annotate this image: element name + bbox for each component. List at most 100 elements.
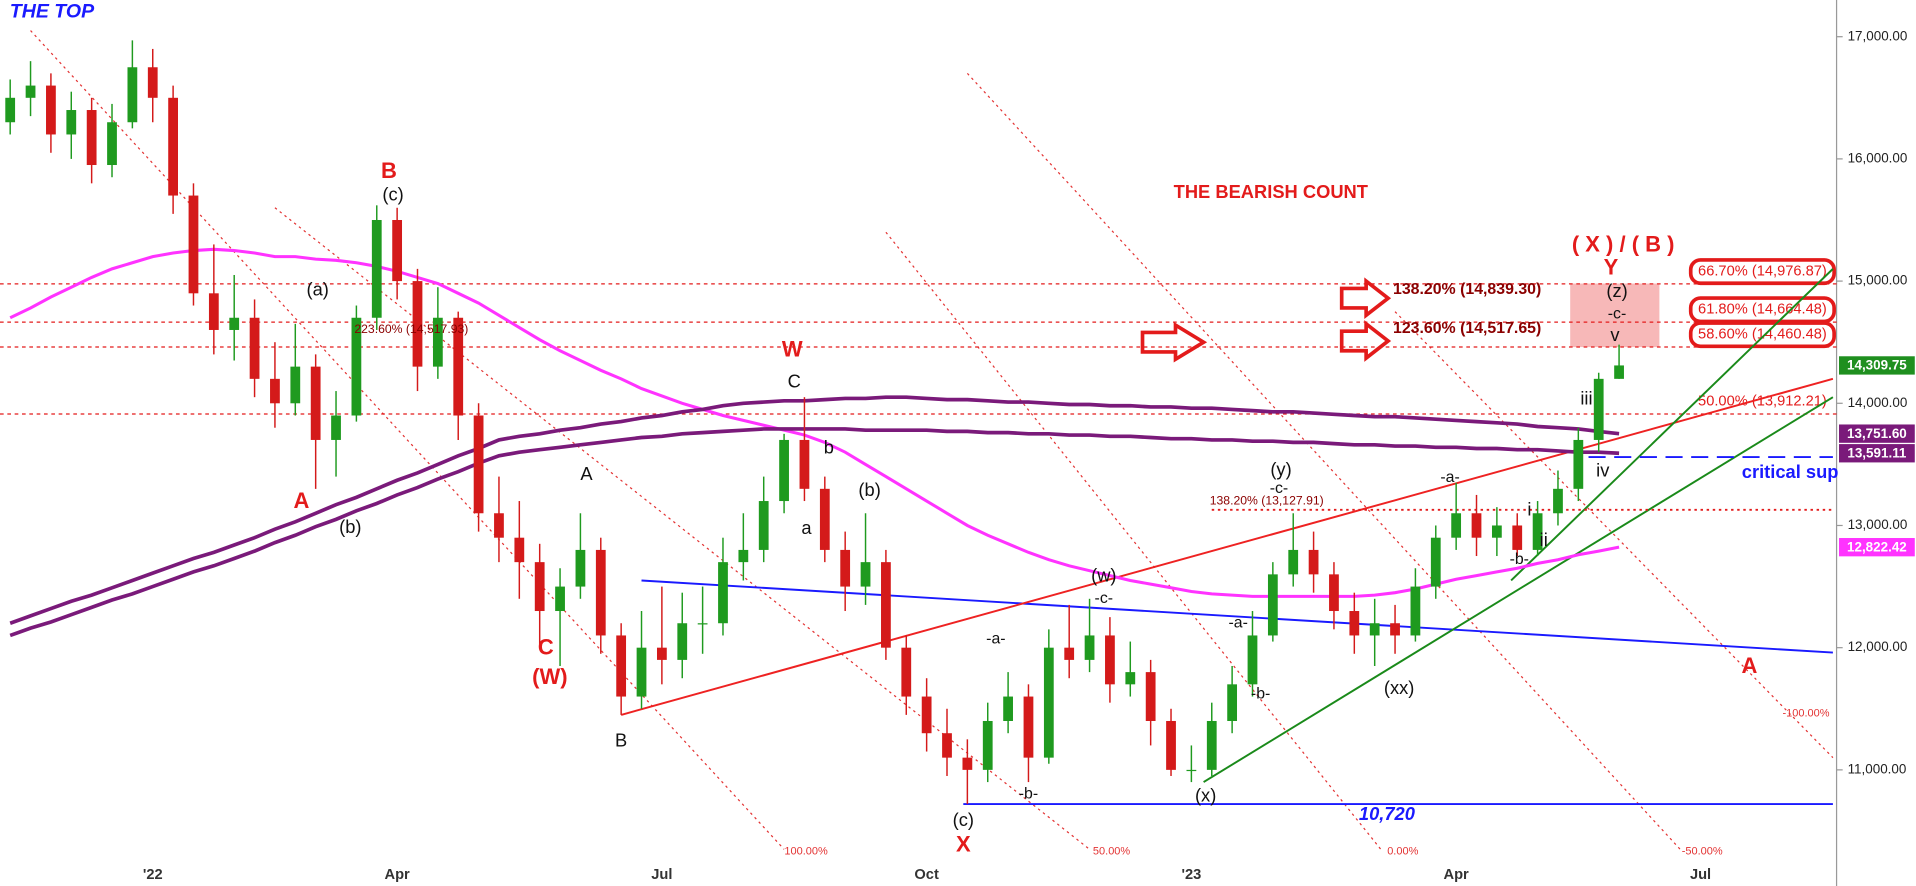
candle-body [147,67,158,98]
candle-body [881,562,891,648]
x-tick-label: Apr [385,867,411,883]
x-tick-label: Jul [651,867,672,883]
fib-note: 138.20% (13,127.91) [1210,493,1324,507]
wave-label: (y) [1270,458,1291,479]
candle-body [1430,537,1441,587]
wave-label: Y [1604,255,1619,280]
wave-label: (w) [1091,565,1116,586]
last-value-label: 14,309.75 [1847,358,1907,373]
candle-body [595,549,606,636]
wave-label: ii [1540,529,1548,550]
fib-label: 66.70% (14,976.87) [1698,264,1827,280]
arrow [1339,320,1392,362]
candle-body [1451,513,1462,538]
wave-label: B [381,158,397,183]
wave-label: C [788,370,801,391]
candle-body [46,85,56,135]
wave-label: (x) [1195,785,1216,806]
candle-body [1288,549,1299,575]
y-tick-label: 12,000.00 [1848,639,1908,654]
x-tick-label: Oct [914,867,939,883]
candle-body [1125,672,1136,685]
candle-body [1329,574,1339,612]
chart-subtitle: THE BEARISH COUNT [1174,181,1368,202]
last-value-label: 12,822.42 [1847,539,1907,554]
wave-label: (z) [1606,280,1627,301]
candle-body [1186,769,1197,772]
candle-body [738,549,749,563]
wave-label: 10,720 [1359,803,1415,824]
wave-label: -a- [986,630,1005,647]
candle-body [249,317,260,379]
fib-note: 223.60% (14,517.93) [354,322,468,336]
candle-body [432,317,443,367]
target-zone [1570,283,1660,348]
y-tick-label: 14,000.00 [1848,395,1908,410]
candle-body [1247,635,1258,685]
candle-body [1206,720,1217,770]
channel-line [274,207,1090,850]
last-value-box [1839,538,1915,557]
candle-body [1267,574,1278,636]
candle-body [616,635,627,697]
wave-label: -c- [1095,590,1114,607]
wave-label: critical sup [1742,461,1839,482]
x-tick-label: '23 [1181,867,1201,883]
candle-body [942,733,952,758]
candle-body [677,623,688,660]
wave-label: (c) [953,809,974,830]
channel-label: 100.00% [784,846,828,858]
candle-body [1471,513,1482,538]
candle-body [127,67,138,123]
wave-label: (W) [532,664,567,689]
candle-body [1369,623,1380,636]
y-tick-label: 17,000.00 [1848,28,1908,43]
candle-body [1410,586,1421,636]
wave-label: A [580,463,593,484]
fib-box [1688,321,1836,349]
candle-body [1532,513,1543,550]
candle-body [168,97,178,196]
candle-body [534,562,545,612]
wave-label: (b) [858,479,880,500]
candle-body [1573,439,1584,489]
y-tick-label: 16,000.00 [1848,150,1908,165]
trend-line [1203,396,1834,783]
candle-body [636,647,647,697]
candle-body [1390,623,1400,636]
chart-title: THE TOP [10,0,95,22]
wave-label: b [824,436,834,457]
candle-body [982,720,993,770]
candle-body [107,122,117,166]
candle-body [555,586,565,612]
candle-body [188,195,199,294]
candle-body [1553,488,1563,514]
candle-body [575,549,586,587]
y-tick-label: 13,000.00 [1848,517,1908,532]
candle-body [392,219,403,282]
wave-label: -b- [1510,551,1529,568]
candle-body [1003,696,1013,721]
channel-line [966,72,1681,850]
wave-label: B [615,730,627,751]
x-tick-label: '22 [143,867,163,883]
wave-label: a [801,517,812,538]
fib-box [1688,258,1836,286]
wave-label: -b- [1251,685,1270,702]
channel-label: -50.00% [1682,846,1723,858]
candle-body [840,549,851,587]
candle-body [860,562,871,587]
candle-body [514,537,525,563]
wave-label: C [538,635,554,660]
fib-label: 61.80% (14,664.48) [1698,302,1827,318]
arrow [1140,321,1208,363]
candle-body [1064,647,1075,660]
candle-body [1043,647,1054,758]
wave-label: (xx) [1384,677,1415,698]
candle-body [270,378,280,404]
channel-line [30,30,785,850]
wave-label: (b) [339,516,361,537]
y-tick-label: 11,000.00 [1848,761,1907,776]
